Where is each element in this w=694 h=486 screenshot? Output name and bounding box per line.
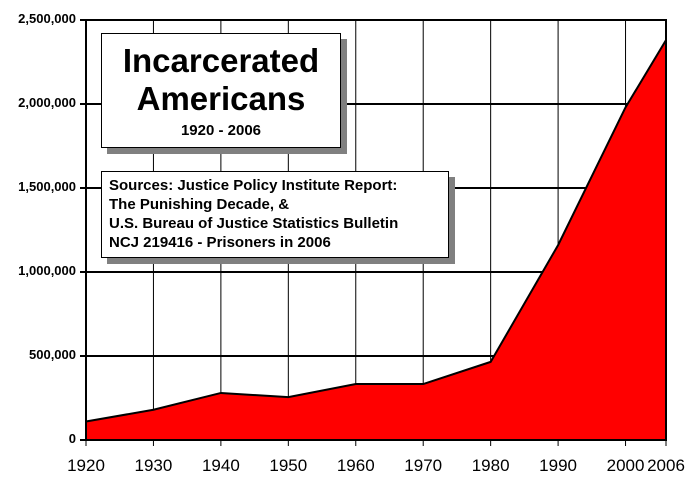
plot-frame: [85, 19, 667, 441]
x-tick-label: 2000: [606, 456, 645, 475]
y-tick-label: 2,000,000: [18, 95, 76, 110]
chart-title: Incarcerated Americans: [122, 42, 320, 117]
title-box: Incarcerated Americans 1920 - 2006: [101, 33, 341, 148]
y-tick-label: 1,000,000: [18, 263, 76, 278]
x-tick-label: 1940: [201, 456, 240, 475]
y-tick-label: 500,000: [29, 347, 76, 362]
axis-ticks: [80, 19, 667, 446]
source-line: NCJ 219416 - Prisoners in 2006: [109, 234, 331, 251]
chart-subtitle: 1920 - 2006: [180, 122, 262, 139]
sources-box: Sources: Justice Policy Institute Report…: [101, 171, 449, 258]
x-tick-label: 1970: [404, 456, 443, 475]
source-line: U.S. Bureau of Justice Statistics Bullet…: [109, 215, 399, 232]
y-tick-label: 1,500,000: [18, 179, 76, 194]
x-tick-label: 1990: [539, 456, 577, 475]
source-line: The Punishing Decade, &: [109, 196, 290, 213]
x-tick-label: 2006: [647, 456, 685, 475]
y-tick-label: 0: [68, 431, 76, 446]
x-tick-label: 1930: [134, 456, 173, 475]
x-tick-label: 1960: [336, 456, 375, 475]
x-tick-label: 1980: [471, 456, 510, 475]
source-line: Sources: Justice Policy Institute Report…: [109, 177, 398, 194]
y-tick-label: 2,500,000: [18, 11, 76, 26]
x-tick-label: 1920: [67, 456, 105, 475]
x-tick-label: 1950: [269, 456, 308, 475]
